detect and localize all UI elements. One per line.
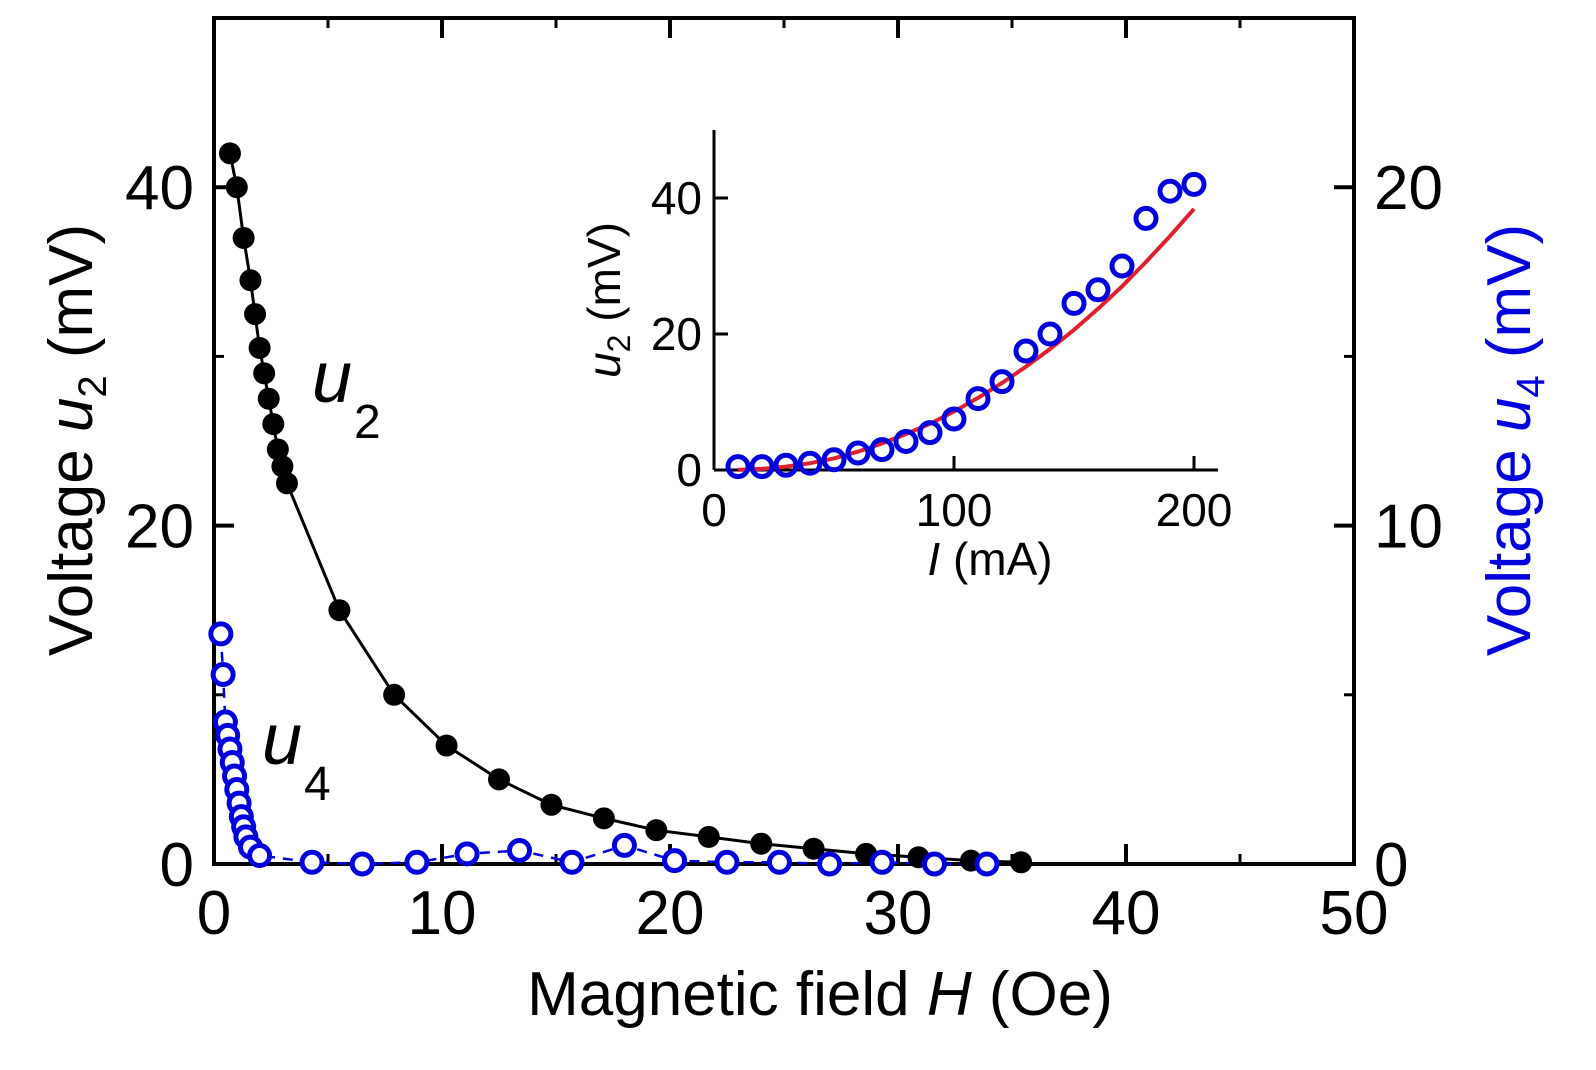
inset-data-point	[1037, 321, 1063, 347]
data-point-u2	[328, 599, 351, 622]
data-point-u4	[299, 849, 325, 875]
inset-ticks	[712, 196, 1196, 472]
data-point-u2	[253, 362, 276, 385]
data-point-u2	[218, 142, 241, 165]
series-label-u4: u4	[262, 700, 331, 811]
y-left-tick-label: 0	[160, 831, 194, 900]
data-point-u4	[817, 851, 843, 877]
y-left-tick-label: 20	[125, 493, 194, 562]
x-tick-label: 40	[1092, 879, 1161, 948]
inset-y-tick-label: 20	[651, 308, 702, 360]
inset-data-point	[941, 406, 967, 432]
data-point-u2	[244, 303, 267, 326]
inset-data-point	[845, 440, 871, 466]
main-series-points	[208, 142, 1033, 877]
inset-data-point	[1013, 338, 1039, 364]
inset-data-point	[869, 437, 895, 463]
data-point-u2	[266, 438, 289, 461]
y-right-tick-label: 0	[1374, 831, 1408, 900]
data-point-u2	[225, 176, 248, 199]
main-ticks	[212, 18, 1356, 866]
data-point-u4	[714, 849, 740, 875]
data-point-u4	[869, 849, 895, 875]
data-point-u2	[257, 387, 280, 410]
inset-y-axis-title: u2 (mV)	[578, 222, 637, 378]
data-point-u2	[592, 807, 615, 830]
x-axis-title: Magnetic field H (Oe)	[527, 960, 1113, 1029]
data-point-u4	[404, 849, 430, 875]
y-axis-left-title: Voltage u2 (mV)	[37, 224, 115, 656]
inset-data-point	[1133, 205, 1159, 231]
inset-x-tick-label: 200	[1156, 484, 1233, 536]
y-right-tick-label: 10	[1374, 493, 1443, 562]
data-point-u4	[507, 837, 533, 863]
data-point-u2	[239, 269, 262, 292]
inset-data-point	[749, 454, 775, 480]
x-tick-label: 50	[1320, 879, 1389, 948]
inset-series-points	[725, 171, 1207, 480]
inset-data-point	[893, 428, 919, 454]
data-point-u2	[697, 825, 720, 848]
inset-data-point	[1157, 178, 1183, 204]
series-line-u4	[219, 633, 987, 866]
inset-tick-labels: 0 100 200 0 20 40	[651, 172, 1233, 536]
data-point-u4	[210, 661, 236, 687]
data-point-u4	[921, 851, 947, 877]
inset-chart: 0 100 200 0 20 40 I (mA) u2 (mV)	[578, 108, 1300, 606]
inset-x-tick-label: 0	[701, 484, 727, 536]
inset-data-point	[1085, 277, 1111, 303]
inset-data-point	[821, 447, 847, 473]
data-point-u2	[271, 455, 294, 478]
inset-data-point	[725, 454, 751, 480]
y-right-tick-label: 20	[1374, 154, 1443, 223]
data-point-u2	[435, 734, 458, 757]
x-tick-label: 0	[197, 879, 231, 948]
data-point-u2	[1010, 851, 1033, 874]
data-point-u2	[802, 837, 825, 860]
data-point-u2	[248, 336, 271, 359]
data-point-u2	[750, 832, 773, 855]
data-point-u2	[262, 413, 285, 436]
inset-x-tick-label: 100	[916, 484, 993, 536]
series-label-u2: u2	[312, 338, 381, 449]
inset-data-point	[965, 386, 991, 412]
data-point-u2	[645, 819, 668, 842]
data-point-u4	[208, 621, 234, 647]
data-point-u4	[766, 849, 792, 875]
data-point-u2	[383, 683, 406, 706]
x-tick-label: 10	[408, 879, 477, 948]
data-point-u2	[232, 226, 255, 249]
data-point-u4	[454, 841, 480, 867]
data-point-u4	[974, 851, 1000, 877]
y-left-tick-label: 40	[125, 154, 194, 223]
inset-data-point	[989, 369, 1015, 395]
data-point-u2	[275, 472, 298, 495]
inset-data-point	[1181, 171, 1207, 197]
x-tick-label: 30	[864, 879, 933, 948]
inset-data-point	[773, 452, 799, 478]
x-tick-label: 20	[636, 879, 705, 948]
inset-background	[660, 108, 1300, 606]
data-point-u4	[662, 848, 688, 874]
data-point-u2	[488, 768, 510, 791]
inset-data-point	[917, 420, 943, 446]
inset-data-point	[1109, 253, 1135, 279]
inset-y-tick-label: 0	[676, 444, 702, 496]
data-point-u4	[559, 849, 585, 875]
y-axis-right-title: Voltage u4 (mV)	[1475, 224, 1553, 656]
inset-data-point	[1061, 290, 1087, 316]
data-point-u4	[349, 851, 375, 877]
inset-x-axis-title: I (mA)	[927, 533, 1052, 585]
inset-fit-line	[737, 207, 1196, 472]
data-point-u2	[540, 793, 563, 816]
data-point-u4	[611, 832, 637, 858]
inset-series-lines	[737, 207, 1196, 472]
inset-y-tick-label: 40	[651, 172, 702, 224]
data-point-u4	[247, 843, 273, 869]
inset-data-point	[797, 450, 823, 476]
